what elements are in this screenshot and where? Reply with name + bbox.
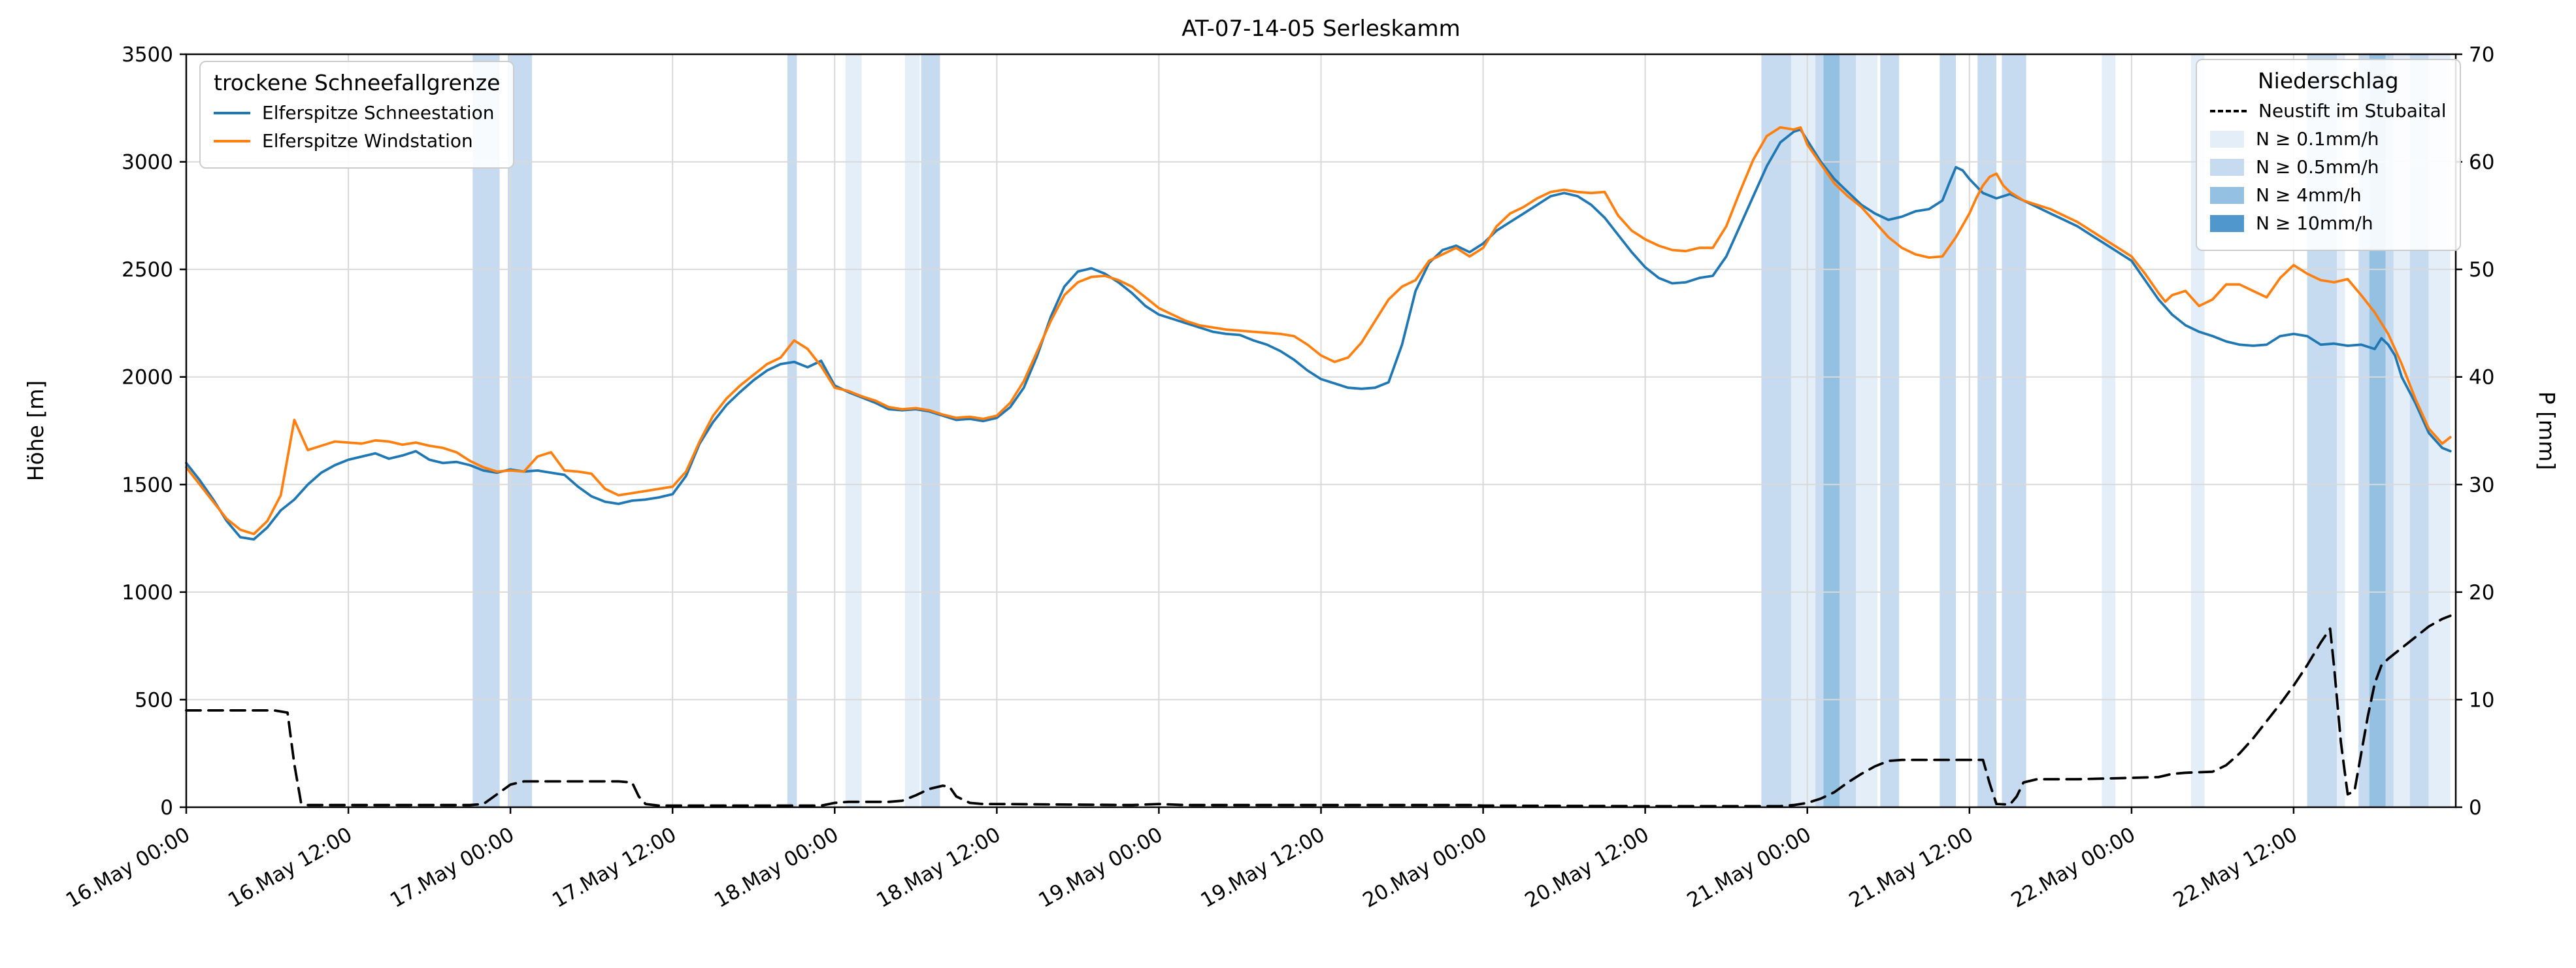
legend-label-neustift: Neustift im Stubaital [2258, 100, 2447, 122]
legend-item-n4: N ≥ 4mm/h [2210, 184, 2447, 206]
precip-band [1856, 54, 1878, 807]
precip-band [845, 54, 862, 807]
svg-text:20.May 00:00: 20.May 00:00 [1359, 823, 1491, 912]
precip-band [787, 54, 797, 807]
legend-label-n01: N ≥ 0.1mm/h [2256, 128, 2379, 150]
legend-item-neustift: Neustift im Stubaital [2210, 100, 2447, 122]
legend-snowline-title: trockene Schneefallgrenze [214, 70, 501, 95]
svg-text:2000: 2000 [122, 366, 173, 390]
svg-text:3500: 3500 [122, 43, 173, 67]
svg-text:500: 500 [135, 688, 173, 712]
svg-text:18.May 00:00: 18.May 00:00 [710, 823, 842, 912]
svg-text:17.May 12:00: 17.May 12:00 [548, 823, 680, 912]
svg-text:30: 30 [2469, 473, 2494, 497]
svg-text:70: 70 [2469, 43, 2494, 67]
svg-text:3000: 3000 [122, 151, 173, 175]
svg-text:22.May 12:00: 22.May 12:00 [2170, 823, 2302, 912]
left-axis-label: Höhe [m] [23, 380, 48, 482]
precip-band [1761, 54, 1791, 807]
precip-band [1940, 54, 1957, 807]
legend-label-n4: N ≥ 4mm/h [2256, 184, 2362, 206]
legend-label-windstation: Elferspitze Windstation [262, 130, 473, 152]
series-line-2 [185, 614, 2452, 808]
svg-text:0: 0 [160, 796, 173, 820]
svg-text:16.May 12:00: 16.May 12:00 [224, 823, 356, 912]
precip-band [1840, 54, 1857, 807]
svg-text:1500: 1500 [122, 473, 173, 497]
schneestation-line-swatch [214, 111, 250, 114]
svg-text:20: 20 [2469, 581, 2494, 605]
svg-text:16.May 00:00: 16.May 00:00 [62, 823, 194, 912]
legend-item-windstation: Elferspitze Windstation [214, 130, 500, 152]
svg-text:10: 10 [2469, 688, 2494, 712]
legend-precip-title: Niederschlag [2258, 68, 2399, 93]
svg-text:1000: 1000 [122, 581, 173, 605]
legend-item-n10: N ≥ 10mm/h [2210, 212, 2447, 234]
svg-text:20.May 12:00: 20.May 12:00 [1521, 823, 1653, 912]
svg-text:19.May 12:00: 19.May 12:00 [1197, 823, 1329, 912]
legend-label-n05: N ≥ 0.5mm/h [2256, 156, 2379, 178]
precip-band [508, 54, 533, 807]
precip-band [1880, 54, 1900, 807]
legend-precip: Niederschlag Neustift im Stubaital N ≥ 0… [2196, 59, 2461, 251]
precip-band [1791, 54, 1816, 807]
legend-item-n01: N ≥ 0.1mm/h [2210, 128, 2447, 150]
band-05-swatch [2210, 158, 2244, 176]
legend-label-schneestation: Elferspitze Schneestation [262, 102, 495, 124]
svg-text:21.May 00:00: 21.May 00:00 [1683, 823, 1815, 912]
legend-item-n05: N ≥ 0.5mm/h [2210, 156, 2447, 178]
chart-title: AT-07-14-05 Serleskamm [1181, 16, 1461, 42]
precip-band [904, 54, 920, 807]
legend-snowline: trockene Schneefallgrenze Elferspitze Sc… [199, 61, 515, 169]
svg-text:22.May 00:00: 22.May 00:00 [2007, 823, 2139, 912]
band-01-swatch [2210, 130, 2244, 148]
tick-labels: 0 500 1000 1500 2000 2500 3000 3500 0 10 20 30 40 50 6… [62, 43, 2495, 912]
svg-text:50: 50 [2469, 258, 2494, 282]
precip-bands [472, 54, 2451, 807]
svg-text:0: 0 [2469, 796, 2482, 820]
series-line-0 [185, 128, 2452, 541]
precip-band [1815, 54, 1824, 807]
precip-dashed-line-swatch [2210, 109, 2247, 112]
series-line-1 [185, 125, 2452, 535]
svg-text:40: 40 [2469, 366, 2494, 390]
band-4-swatch [2210, 186, 2244, 204]
svg-text:17.May 00:00: 17.May 00:00 [386, 823, 518, 912]
precip-band [472, 54, 500, 807]
svg-text:2500: 2500 [122, 258, 173, 282]
right-axis-label: P [mm] [2534, 392, 2560, 470]
windstation-line-swatch [214, 139, 250, 142]
precip-band [2102, 54, 2116, 807]
precip-band [921, 54, 940, 807]
precip-band [1977, 54, 1997, 807]
band-10-swatch [2210, 214, 2244, 232]
legend-label-n10: N ≥ 10mm/h [2256, 212, 2373, 234]
precip-band [2002, 54, 2026, 807]
svg-text:60: 60 [2469, 151, 2494, 175]
legend-item-schneestation: Elferspitze Schneestation [214, 102, 500, 124]
svg-text:18.May 12:00: 18.May 12:00 [872, 823, 1004, 912]
svg-text:21.May 12:00: 21.May 12:00 [1845, 823, 1977, 912]
svg-text:19.May 00:00: 19.May 00:00 [1034, 823, 1166, 912]
